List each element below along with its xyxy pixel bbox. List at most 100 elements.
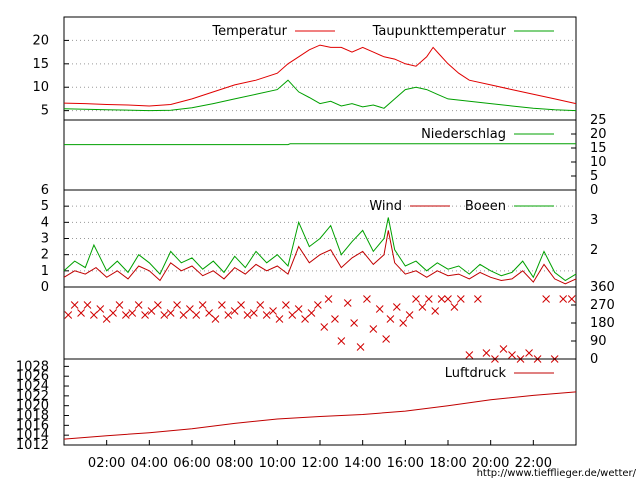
time-tick-label: 22:00 <box>515 456 552 471</box>
wind-direction-point <box>482 349 491 357</box>
wind-direction-point <box>198 301 207 309</box>
wind-direction-frame <box>63 286 577 360</box>
wind-direction-point <box>262 311 271 319</box>
wind-direction-point <box>301 315 309 323</box>
wind-direction-point <box>456 295 465 303</box>
temperature-tick-label: 5 <box>41 104 49 119</box>
wind-direction-point <box>392 303 401 311</box>
wind-direction-point <box>418 303 427 311</box>
wind-direction-point <box>343 299 352 307</box>
wind-direction-point <box>269 307 277 315</box>
wind-direction-point <box>122 311 130 319</box>
precipitation-tick-label: 5 <box>590 169 598 184</box>
wind-direction-point <box>386 315 395 323</box>
wind-direction-point <box>324 295 333 303</box>
wind-direction-point <box>314 301 322 309</box>
wind-direction-point <box>230 307 239 315</box>
time-tick-label: 16:00 <box>387 456 424 471</box>
wind-tick-label: 1 <box>41 264 49 279</box>
pressure-tick-label: 1014 <box>16 428 49 443</box>
wind-direction-point <box>363 295 371 303</box>
time-tick-label: 02:00 <box>88 456 125 471</box>
temperature-tick-label: 20 <box>32 33 49 48</box>
wind-tick-label: 4 <box>41 215 49 230</box>
wind-direction-point <box>356 343 365 351</box>
wind-direction-point <box>307 309 316 317</box>
wind-direction-point <box>96 305 105 313</box>
wind-direction-tick-label: 180 <box>590 316 615 331</box>
wind-direction-point <box>237 301 245 309</box>
wind-direction-point <box>173 301 181 309</box>
wind-direction-point <box>350 319 358 327</box>
wind-direction-point <box>154 301 162 309</box>
wind-direction-point <box>450 303 459 311</box>
precipitation-tick-label: 25 <box>590 113 607 128</box>
time-tick-label: 04:00 <box>131 456 168 471</box>
wind-legend-label: Wind <box>369 199 402 214</box>
dewpoint-legend-label: Taupunkttemperatur <box>372 24 507 39</box>
wind-direction-point <box>186 305 194 313</box>
wind-direction-point <box>243 311 252 319</box>
time-tick-label: 08:00 <box>216 456 253 471</box>
pressure-tick-label: 1028 <box>16 359 49 374</box>
wind-series-line <box>63 230 577 285</box>
time-tick-label: 10:00 <box>259 456 296 471</box>
wind-direction-tick-label: 90 <box>590 334 607 349</box>
wind-direction-point <box>218 301 226 309</box>
wind-direction-point <box>275 315 284 323</box>
wind-direction-point <box>525 349 533 357</box>
wind-direction-point <box>320 323 329 331</box>
time-tick-label: 20:00 <box>472 456 509 471</box>
wind-direction-point <box>331 315 339 323</box>
wind-direction-panel: 0 90 180 270 360 <box>63 280 615 367</box>
wind-direction-tick-label: 0 <box>590 352 598 367</box>
wind-direction-point <box>499 345 508 353</box>
wind-direction-point <box>282 301 290 309</box>
wind-direction-point <box>294 305 303 313</box>
wind-direction-tick-label: 360 <box>590 280 615 295</box>
wind-direction-point <box>90 311 98 319</box>
wind-direction-point <box>412 295 420 303</box>
wind-direction-point <box>64 311 73 319</box>
wind-direction-point <box>250 309 258 317</box>
wind-direction-point <box>375 305 384 313</box>
wind-tick-label: 2 <box>41 248 49 263</box>
temperature-series-line <box>63 44 577 107</box>
wind-tick-label: 3 <box>41 232 49 247</box>
wind-direction-point <box>465 351 474 359</box>
wind-direction-point <box>179 311 188 319</box>
wind-tick-label: 0 <box>41 280 49 295</box>
pressure-tick-label: 1024 <box>16 379 49 394</box>
precipitation-tick-label: 20 <box>590 127 607 142</box>
credit-link[interactable]: http://www.tiefflieger.de/wetter/ <box>477 468 637 479</box>
wind-direction-point <box>83 301 92 309</box>
time-tick-label: 06:00 <box>173 456 210 471</box>
pressure-series-line <box>63 391 577 440</box>
precipitation-tick-label: 15 <box>590 141 607 156</box>
pressure-tick-label: 1012 <box>16 438 49 453</box>
wind-direction-point <box>399 319 408 327</box>
wind-direction-point <box>102 315 111 323</box>
wind-right-tick-label: 2 <box>590 243 598 258</box>
wind-direction-point <box>115 301 124 309</box>
gust-series-line <box>63 217 577 282</box>
wind-direction-point <box>437 295 446 303</box>
wind-direction-point <box>369 325 378 333</box>
wind-direction-point <box>160 311 169 319</box>
wind-direction-point <box>444 295 452 303</box>
wind-direction-point <box>211 315 220 323</box>
wind-direction-point <box>141 311 149 319</box>
wind-direction-point <box>542 295 550 303</box>
time-axis: 02:00 04:00 06:00 08:00 10:00 12:00 14:00 16:00… <box>88 440 552 471</box>
pressure-tick-label: 1022 <box>16 389 49 404</box>
wind-direction-point <box>559 295 568 303</box>
wind-direction-point <box>567 295 576 303</box>
dewpoint-series-line <box>63 79 577 112</box>
temperature-tick-label: 10 <box>32 80 49 95</box>
wind-direction-point <box>205 309 213 317</box>
wind-direction-point <box>134 301 143 309</box>
wind-direction-point <box>224 311 233 319</box>
wind-direction-point <box>474 295 482 303</box>
